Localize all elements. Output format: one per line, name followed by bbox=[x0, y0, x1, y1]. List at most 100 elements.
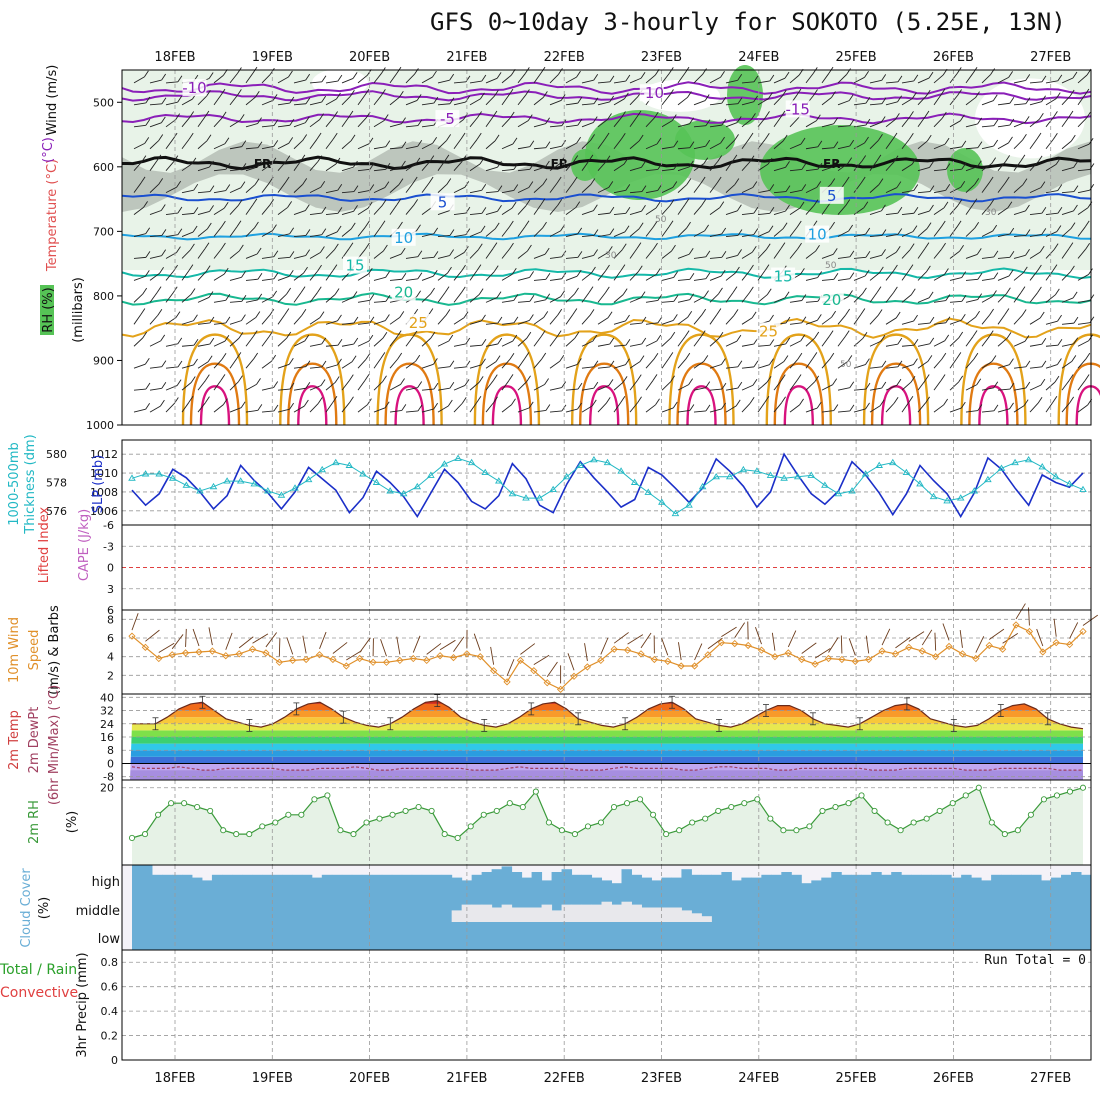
wind-barb bbox=[197, 166, 210, 172]
wind-barb-flag bbox=[719, 201, 725, 208]
rh2m-point bbox=[337, 827, 344, 834]
thickness-point bbox=[399, 489, 408, 497]
wind-barb bbox=[645, 117, 655, 128]
wind10-point bbox=[1012, 621, 1020, 629]
wind-barb bbox=[869, 272, 880, 281]
wind-barb bbox=[901, 138, 910, 150]
wind-barb bbox=[517, 226, 526, 237]
wind-barb-flag bbox=[541, 352, 547, 360]
wind-barb bbox=[485, 228, 496, 237]
wind-barb-flag bbox=[513, 163, 519, 170]
wind-barb-flag bbox=[364, 374, 370, 381]
upper-air-frame bbox=[121, 69, 1092, 426]
wind10-point bbox=[476, 653, 484, 661]
wind-barb bbox=[789, 143, 802, 150]
wind-barb bbox=[437, 255, 450, 259]
cloud-high-bar bbox=[141, 865, 153, 893]
wind-barb bbox=[869, 210, 882, 216]
wind-barb-flag bbox=[433, 402, 438, 410]
axis-label-temp-3: (6hr Min/Max) (°C) bbox=[47, 685, 62, 805]
wind-barb bbox=[245, 72, 254, 84]
wind-barb bbox=[149, 292, 158, 303]
wind-barb bbox=[693, 163, 705, 172]
ytick-temp: -8 bbox=[103, 771, 114, 784]
wind10-point bbox=[958, 650, 967, 658]
wind-barb-flag bbox=[737, 249, 742, 256]
wind-barb-flag bbox=[353, 185, 359, 192]
wind-barb bbox=[229, 95, 238, 106]
wind-barb-flag bbox=[477, 111, 482, 118]
wind-barb bbox=[757, 402, 766, 413]
wind-barb bbox=[485, 116, 494, 128]
wind-barb bbox=[805, 300, 818, 303]
wind-barb-flag bbox=[385, 140, 391, 147]
wind-barb bbox=[1045, 163, 1057, 172]
wind-barb-flag bbox=[478, 376, 484, 383]
wind-barb-flag bbox=[177, 95, 183, 103]
ytick-slp: 1006 bbox=[90, 505, 118, 518]
wind-barb bbox=[981, 125, 994, 128]
wind-barb-flag bbox=[908, 396, 914, 403]
wind-barb-flag bbox=[300, 286, 306, 293]
wind-barb-flag bbox=[753, 75, 759, 83]
wind-barb bbox=[1061, 248, 1070, 259]
precip-frame bbox=[121, 949, 1092, 1061]
rh2m-point bbox=[754, 796, 761, 803]
wind-barb bbox=[149, 366, 162, 369]
ytick-wind: 4 bbox=[107, 651, 114, 664]
wind-barb-flag bbox=[593, 229, 599, 236]
wind-barb bbox=[581, 79, 594, 84]
wind-barb-flag bbox=[844, 176, 850, 184]
wind-barb-flag bbox=[767, 92, 773, 99]
wind-barb-flag bbox=[893, 155, 899, 163]
wind-barb bbox=[341, 343, 354, 347]
wind-barb bbox=[709, 337, 720, 347]
wind-barb bbox=[949, 277, 962, 281]
wind-barb bbox=[981, 410, 994, 413]
wind-barb bbox=[245, 253, 258, 259]
wind-barb bbox=[837, 361, 849, 369]
wind-barb-flag bbox=[305, 360, 311, 367]
wind10-barb bbox=[520, 643, 536, 655]
date-label-top: 25FEB bbox=[836, 50, 877, 65]
wind-barb-flag bbox=[975, 91, 980, 98]
rh-contour-label: 30 bbox=[605, 251, 617, 261]
wind-barb-flag bbox=[398, 91, 404, 98]
wind-barb-flag bbox=[753, 206, 759, 214]
wind-barb bbox=[901, 364, 914, 369]
wind-barb-flag bbox=[638, 222, 644, 230]
wind-barb bbox=[1029, 187, 1042, 194]
wind-barb bbox=[725, 79, 738, 84]
wind-barb bbox=[133, 293, 144, 303]
wind-barb-flag bbox=[897, 360, 903, 368]
wind-barb bbox=[549, 387, 562, 391]
rh-contour-label: 30 bbox=[985, 208, 997, 218]
wind10-barb bbox=[895, 637, 911, 649]
wind-barb-flag bbox=[668, 220, 674, 228]
wind-barb-flag bbox=[577, 227, 583, 235]
wind-barb bbox=[901, 231, 914, 237]
wind-barb bbox=[773, 297, 786, 303]
wind-barb-flag bbox=[173, 264, 178, 272]
wind-barb bbox=[837, 387, 850, 391]
wind-barb bbox=[325, 294, 336, 303]
wind-barb-flag bbox=[1085, 352, 1091, 360]
wind-barb-flag bbox=[624, 225, 630, 233]
wind-barb bbox=[389, 253, 402, 259]
wind-barb bbox=[1077, 358, 1087, 369]
wind10-barb bbox=[908, 631, 925, 642]
wind-barb-flag bbox=[684, 330, 690, 337]
wind10-barb bbox=[533, 654, 550, 666]
cloud-high-bar bbox=[721, 872, 732, 893]
wind-barb bbox=[837, 230, 849, 237]
wind-barb-flag bbox=[494, 222, 500, 230]
wind-barb-flag bbox=[492, 242, 498, 249]
wind-barb-flag bbox=[609, 75, 615, 83]
wind10-point bbox=[356, 654, 364, 663]
wind-barb-flag bbox=[735, 399, 741, 407]
wind-barb bbox=[373, 146, 386, 150]
wind-barb bbox=[325, 270, 334, 281]
wind-barb bbox=[645, 358, 655, 369]
wind-barb bbox=[213, 380, 222, 391]
wind-barb bbox=[597, 403, 607, 413]
